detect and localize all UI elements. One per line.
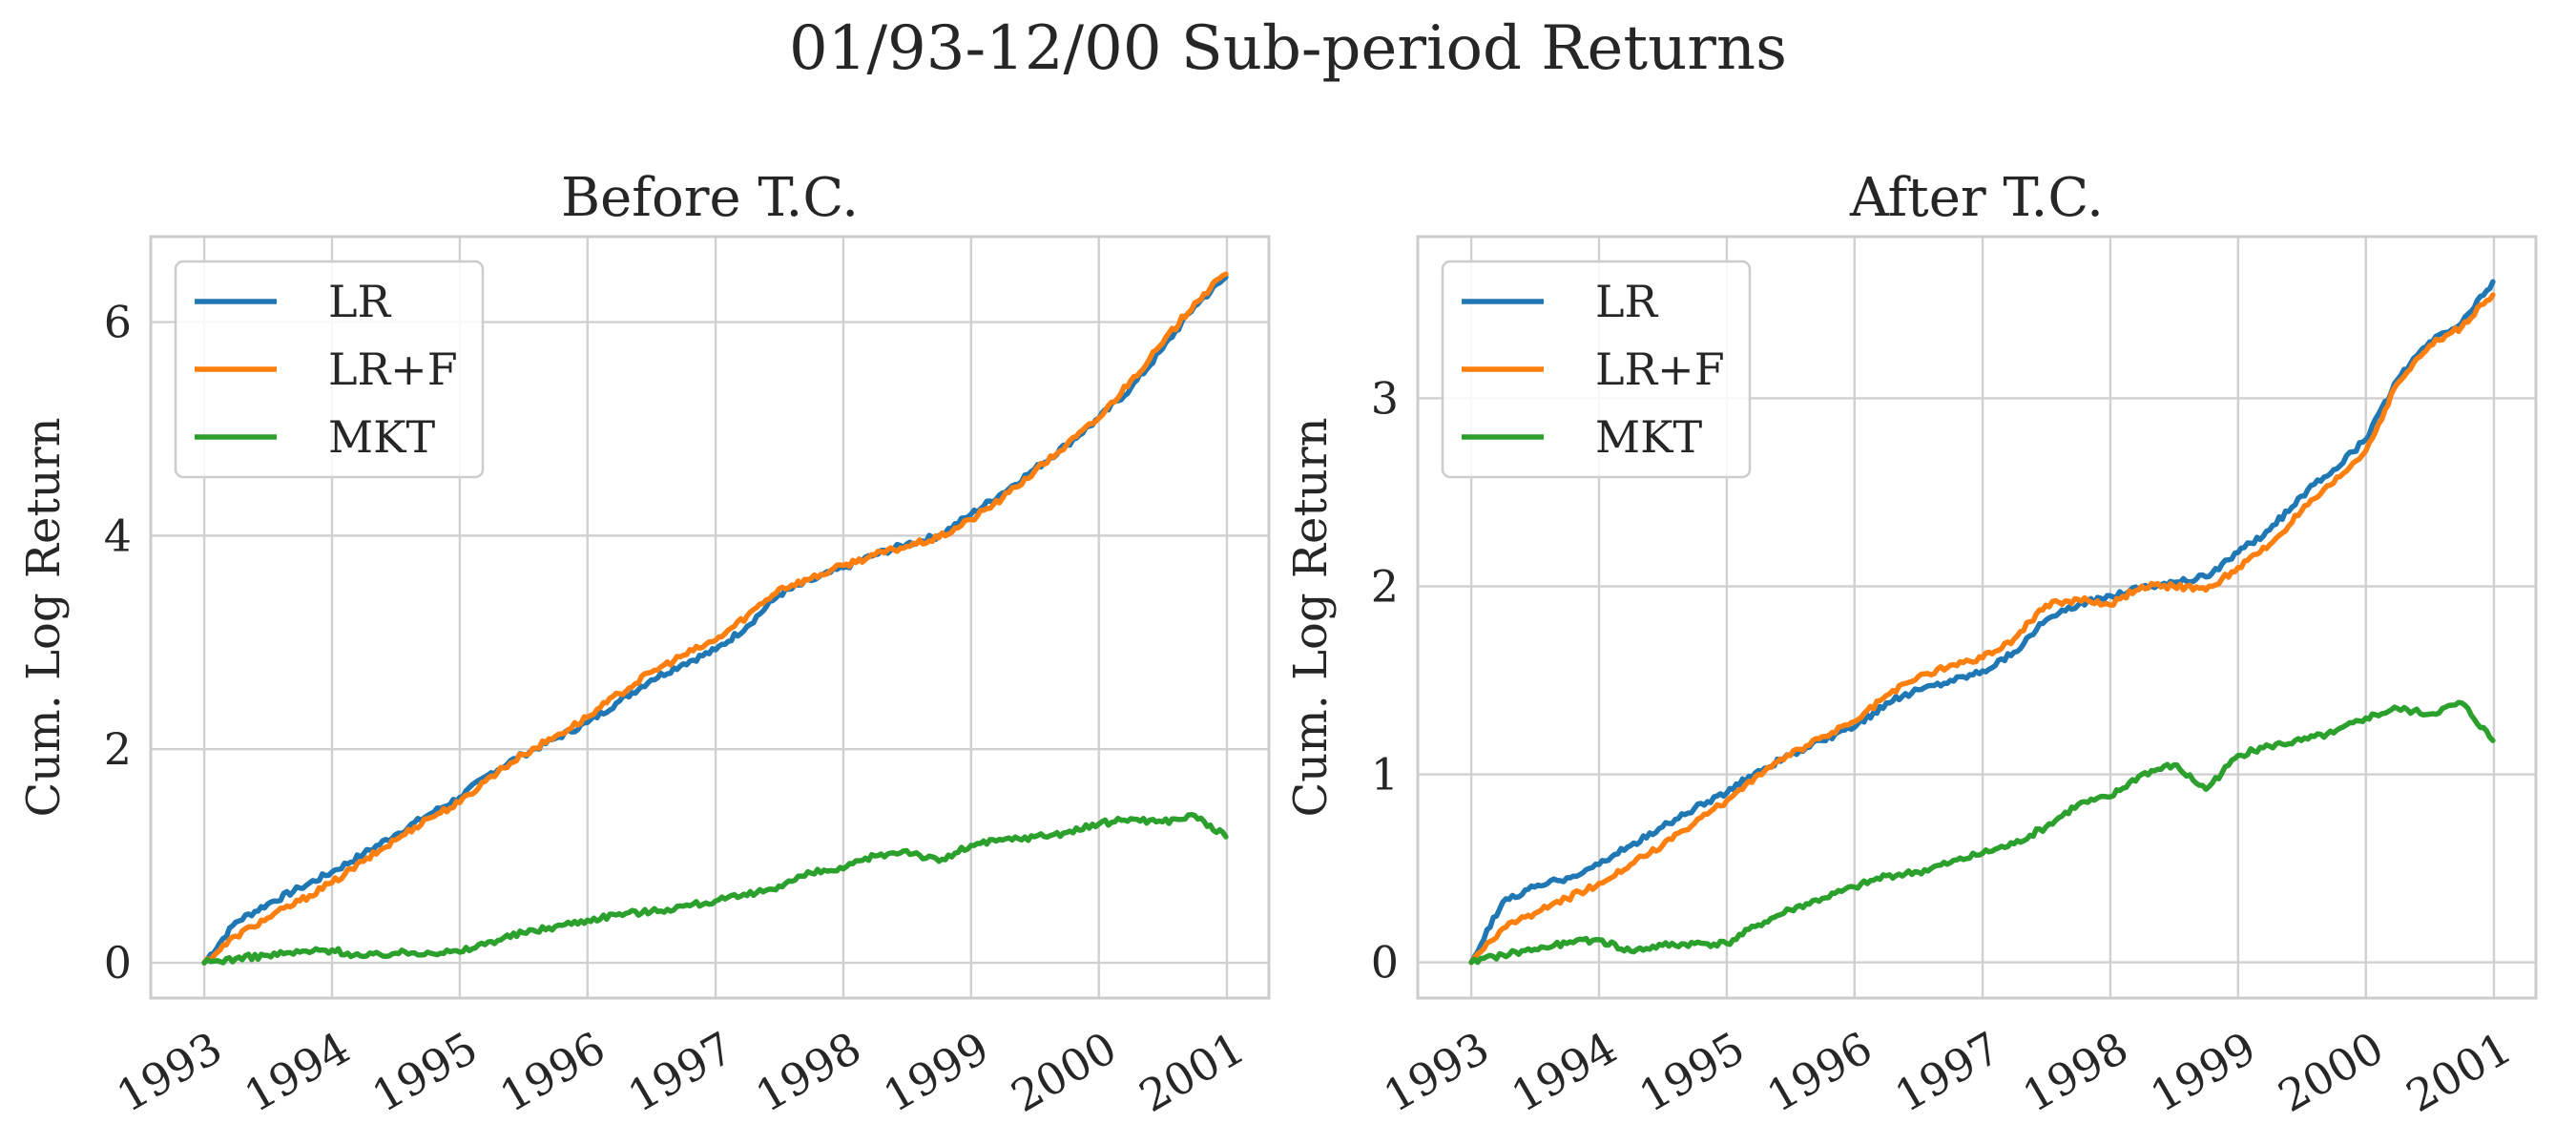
- chart-panel-1: Before T.C.1993 1994 1995 1996 1997 1998 1999 2…: [17, 167, 1271, 1122]
- x-tick-label: 1994: [236, 1022, 358, 1122]
- legend-label-lr: LR: [328, 276, 392, 327]
- x-tick-label: 2001: [1131, 1022, 1253, 1122]
- y-tick-label: 0: [104, 937, 132, 989]
- y-tick-label: 6: [104, 297, 132, 348]
- chart-title: After T.C.: [1849, 167, 2104, 229]
- figure-suptitle: 01/93-12/00 Sub-period Returns: [789, 13, 1787, 84]
- y-tick-label: 0: [1371, 937, 1399, 989]
- legend: LR LR+F MKT: [174, 260, 485, 479]
- series-line-lr-f: [201, 271, 1229, 966]
- y-tick-label: 2: [1371, 560, 1399, 612]
- x-tick-label: 1999: [875, 1022, 997, 1122]
- x-tick-label: 1993: [108, 1022, 230, 1122]
- x-tick-label: 1999: [2142, 1022, 2264, 1122]
- x-tick-label: 2000: [2270, 1022, 2392, 1122]
- y-tick-label: 2: [104, 723, 132, 775]
- legend-label-lr: LR: [1595, 276, 1659, 327]
- x-tick-label: 1997: [1886, 1022, 2008, 1122]
- legend-label-mkt: MKT: [328, 411, 435, 463]
- chart-title: Before T.C.: [561, 167, 859, 229]
- plot-frame: [149, 235, 1271, 1000]
- y-tick-label: 1: [1371, 749, 1399, 801]
- y-tick-label: 4: [104, 510, 132, 561]
- y-axis-label: Cum. Log Return: [1284, 417, 1338, 817]
- x-tick-label: 1994: [1503, 1022, 1625, 1122]
- series-line-mkt: [201, 811, 1229, 966]
- x-tick-label: 1993: [1375, 1022, 1497, 1122]
- x-tick-label: 1998: [2014, 1022, 2136, 1122]
- x-tick-label: 1996: [491, 1022, 613, 1122]
- legend-label-lr-f: LR+F: [1595, 344, 1725, 395]
- x-tick-label: 1996: [1758, 1022, 1880, 1122]
- chart-panel-2: After T.C.1993 1994 1995 1996 1997 1998 1999 20…: [1284, 167, 2538, 1122]
- y-axis-label: Cum. Log Return: [17, 417, 71, 817]
- legend: LR LR+F MKT: [1441, 260, 1752, 479]
- x-tick-label: 1998: [747, 1022, 869, 1122]
- legend-box: [174, 260, 485, 479]
- y-tick-label: 3: [1371, 372, 1399, 424]
- series-line-lr-f: [1468, 292, 2496, 966]
- x-tick-label: 2001: [2398, 1022, 2520, 1122]
- x-tick-label: 2000: [1003, 1022, 1125, 1122]
- series-line-lr: [1468, 279, 2496, 966]
- legend-box: [1441, 260, 1752, 479]
- legend-label-lr-f: LR+F: [328, 344, 458, 395]
- x-tick-label: 1995: [364, 1022, 486, 1122]
- legend-label-mkt: MKT: [1595, 411, 1702, 463]
- plot-frame: [1416, 235, 2538, 1000]
- x-tick-label: 1997: [619, 1022, 741, 1122]
- x-tick-label: 1995: [1631, 1022, 1753, 1122]
- series-line-mkt: [1468, 699, 2496, 966]
